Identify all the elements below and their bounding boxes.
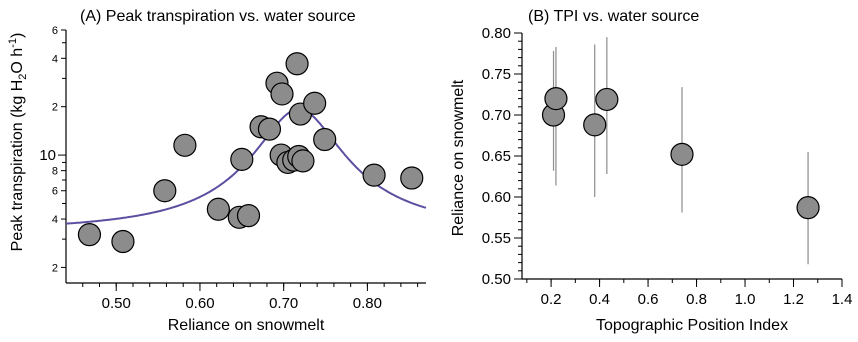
panel-b-data-point [595, 87, 619, 112]
panel-b-y-tick-label: 0.50 [482, 271, 511, 288]
panel-a-y-title-sub: 2 [17, 74, 29, 80]
panel-a-y-title-part3: ) [9, 33, 26, 38]
panel-a-data-point [236, 204, 261, 228]
panel-a-data-point [173, 133, 197, 157]
panel-b-y-tick-label: 0.80 [482, 25, 511, 42]
panel-a-peak-transpiration: (A) Peak transpiration vs. water source … [7, 8, 427, 334]
panel-b-data-point [796, 196, 820, 220]
panel-b-data-point [670, 142, 694, 166]
panel-a-x-tick-label: 0.80 [353, 295, 382, 312]
panel-a-x-axis-title: Reliance on snowmelt [168, 317, 325, 334]
panel-b-x-tick-label: 1.0 [735, 291, 756, 308]
panel-a-data-point [230, 147, 254, 171]
panel-b-y-tick-label: 0.55 [482, 230, 511, 247]
panel-a-x-tick-label: 0.70 [269, 295, 298, 312]
panel-b-title: (B) TPI vs. water source [528, 8, 699, 25]
panel-a-y-title-part1: Peak transpiration (kg H [9, 80, 26, 252]
panel-b-data-point [544, 86, 568, 111]
panel-b-x-axis-title: Topographic Position Index [596, 317, 788, 334]
panel-a-y-tick-label: 4 [52, 53, 58, 65]
panel-b-y-tick-label: 0.60 [482, 189, 511, 206]
panel-b-x-tick-label: 0.4 [589, 291, 610, 308]
panel-b-y-axis-title: Reliance on snowmelt [450, 79, 467, 236]
panel-a-x-tick-label: 0.50 [102, 295, 131, 312]
panel-b-axes: 0.2 0.4 0.6 0.8 1.0 1.2 1.4 0.50 0.55 0.60 0.65 0.7… [482, 25, 853, 308]
panel-b-tpi: (B) TPI vs. water source Topographic Pos… [450, 8, 852, 334]
panel-a-data-point [313, 127, 337, 152]
panel-b-y-tick-label: 0.70 [482, 107, 511, 124]
panel-b-y-tick-label: 0.65 [482, 148, 511, 165]
panel-a-data-point [291, 149, 315, 173]
panel-a-y-tick-label: 6 [52, 25, 58, 37]
panel-a-y-tick-label: 8 [52, 166, 58, 178]
panel-a-title: (A) Peak transpiration vs. water source [80, 8, 356, 25]
panel-a-y-tick-label: 2 [52, 102, 58, 114]
panel-a-data-point [77, 223, 102, 247]
panel-b-x-tick-label: 0.2 [541, 291, 562, 308]
panel-a-axes: 0.50 0.60 0.70 0.80 2 4 6 8 10 2 4 6 [39, 25, 426, 312]
panel-a-data-point [362, 163, 386, 187]
panel-a-data-point [206, 197, 230, 221]
panel-a-y-tick-label: 4 [52, 214, 58, 226]
panel-a-data-point [111, 229, 135, 254]
panel-a-points [77, 52, 424, 254]
panel-b-data-point [583, 113, 607, 137]
panel-b-y-tick-label: 0.75 [482, 66, 511, 83]
panel-a-y-axis-title: Peak transpiration (kg H2O h-1) [7, 33, 29, 252]
panel-b-x-tick-label: 0.6 [638, 291, 659, 308]
panel-a-y-title-part2: O h [9, 48, 26, 74]
panel-a-data-point [400, 166, 424, 190]
panel-a-data-point [153, 179, 177, 203]
panel-b-x-tick-label: 1.2 [783, 291, 804, 308]
panel-a-y-tick-label: 2 [52, 262, 58, 274]
panel-b-x-tick-label: 1.4 [832, 291, 853, 308]
panel-a-data-point [303, 91, 327, 115]
panel-a-y-tick-label: 10 [39, 147, 56, 164]
panel-a-y-title-sup: -1 [7, 38, 19, 48]
panel-a-data-point [270, 82, 294, 106]
panel-a-data-point [257, 117, 282, 141]
panel-a-data-point [285, 52, 309, 76]
panel-a-x-tick-label: 0.60 [185, 295, 214, 312]
panel-b-points [541, 86, 820, 220]
panel-a-y-tick-label: 6 [52, 186, 58, 198]
panel-b-x-tick-label: 0.8 [686, 291, 707, 308]
